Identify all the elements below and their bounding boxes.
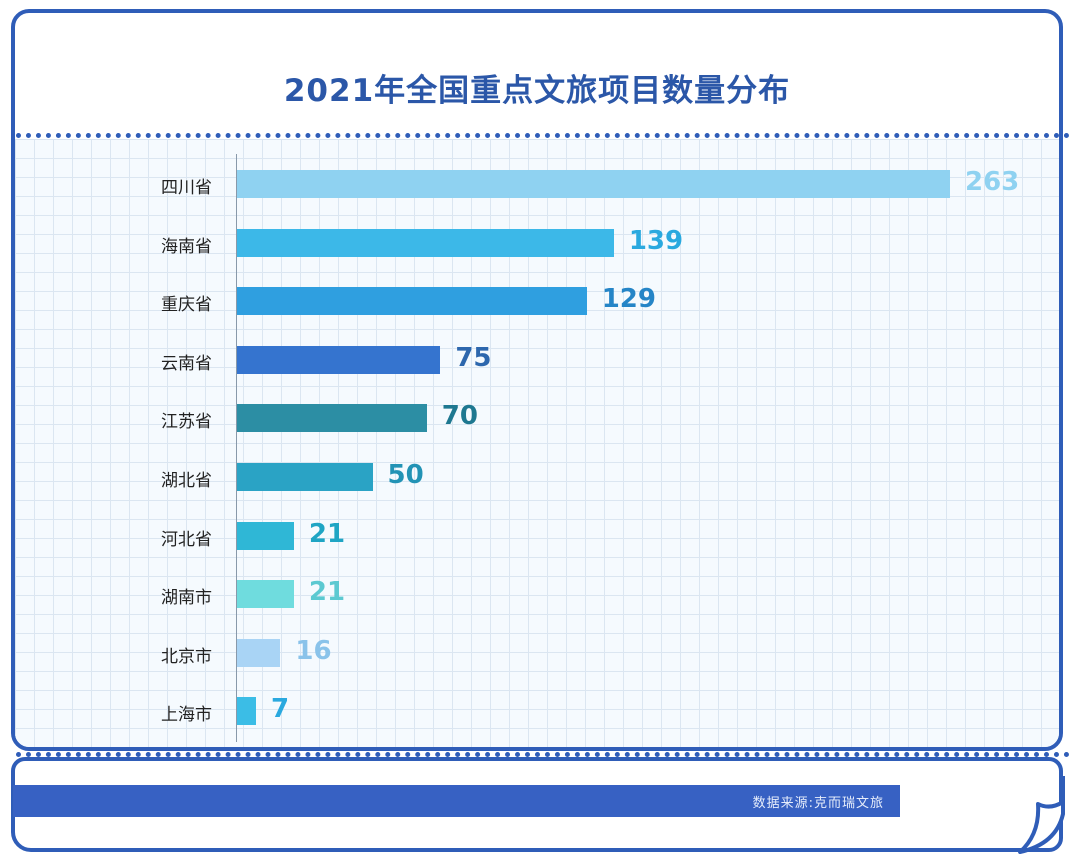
bar bbox=[237, 345, 441, 374]
source-banner: 数据来源:克而瑞文旅 bbox=[13, 785, 900, 817]
bar bbox=[237, 404, 427, 433]
bar bbox=[237, 228, 614, 257]
y-axis-line bbox=[236, 154, 237, 742]
category-label: 云南省 bbox=[161, 353, 212, 374]
category-label: 河北省 bbox=[161, 529, 212, 550]
data-label: 50 bbox=[387, 460, 424, 490]
data-label: 70 bbox=[441, 401, 478, 432]
bar bbox=[237, 638, 281, 667]
data-label: 21 bbox=[308, 577, 346, 608]
title-divider bbox=[16, 133, 1070, 138]
data-label: 139 bbox=[628, 225, 684, 256]
category-label: 湖南市 bbox=[161, 588, 212, 609]
data-label: 21 bbox=[308, 518, 346, 549]
source-text: 数据来源:克而瑞文旅 bbox=[752, 796, 884, 811]
bar bbox=[237, 463, 373, 491]
data-label: 16 bbox=[295, 635, 332, 666]
data-label: 263 bbox=[965, 167, 1020, 197]
category-label: 上海市 bbox=[161, 705, 212, 726]
category-label: 重庆省 bbox=[161, 295, 212, 316]
bar bbox=[237, 521, 294, 550]
category-label: 北京市 bbox=[161, 646, 212, 667]
category-label: 湖北省 bbox=[161, 471, 212, 491]
bar bbox=[237, 697, 256, 726]
bar bbox=[237, 170, 950, 198]
category-label: 四川省 bbox=[161, 178, 212, 198]
page-curl-decoration bbox=[1018, 776, 1065, 854]
category-label: 海南省 bbox=[161, 236, 212, 257]
data-label: 129 bbox=[601, 284, 656, 315]
chart-title: 2021年全国重点文旅项目数量分布 bbox=[283, 73, 791, 109]
data-label: 7 bbox=[270, 694, 290, 725]
footer-divider bbox=[16, 752, 1070, 757]
bar bbox=[237, 580, 294, 609]
data-label: 75 bbox=[455, 342, 492, 373]
category-label: 江苏省 bbox=[161, 412, 212, 433]
bar bbox=[237, 287, 587, 316]
